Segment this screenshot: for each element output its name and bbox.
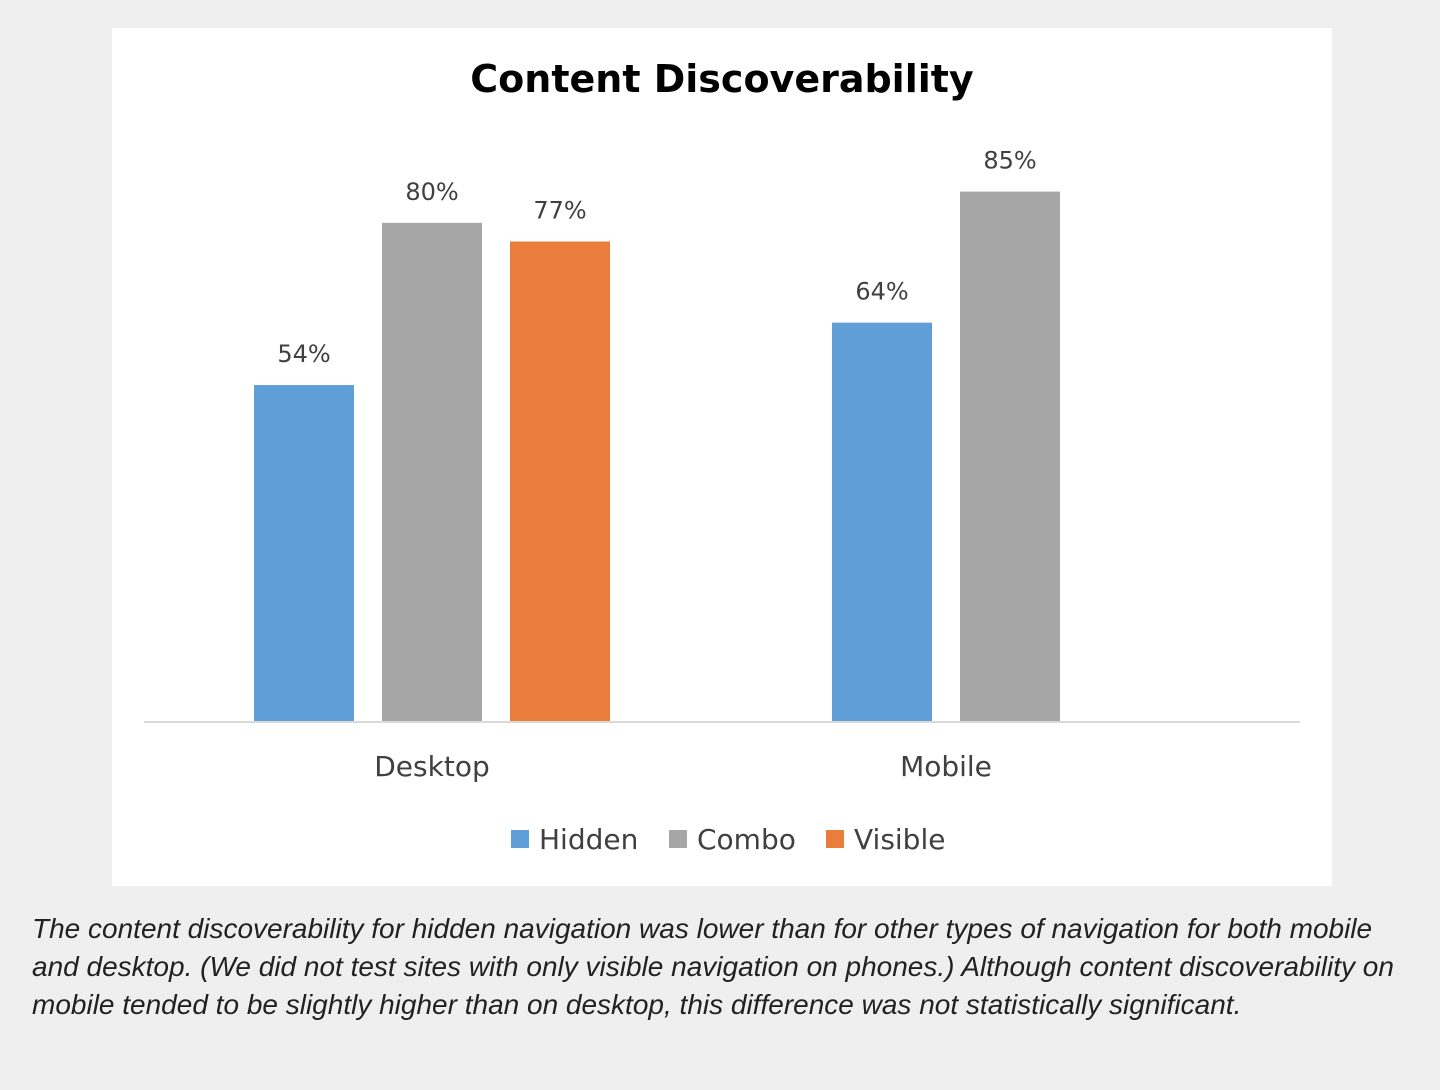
bar-hidden-desktop: [254, 385, 354, 722]
figure-caption: The content discoverability for hidden n…: [32, 913, 1394, 1020]
legend-label-combo: Combo: [697, 823, 796, 856]
legend: Hidden Combo Visible: [511, 823, 945, 856]
legend-swatch-combo: [669, 830, 687, 848]
legend-swatch-visible: [826, 830, 844, 848]
bar-hidden-mobile: [832, 322, 932, 722]
chart-title: Content Discoverability: [470, 57, 974, 101]
bars-group: [254, 191, 1060, 723]
category-label-mobile: Mobile: [900, 750, 992, 783]
bar-combo-mobile: [960, 191, 1060, 723]
data-label-combo-desktop: 80%: [405, 178, 458, 206]
data-labels-group: 54% 80% 77% 64% 85%: [277, 147, 1036, 368]
category-labels-group: Desktop Mobile: [374, 750, 992, 783]
data-label-hidden-mobile: 64%: [855, 278, 908, 306]
data-label-visible-desktop: 77%: [533, 197, 586, 225]
legend-swatch-hidden: [511, 830, 529, 848]
legend-label-visible: Visible: [854, 823, 945, 856]
data-label-combo-mobile: 85%: [983, 147, 1036, 175]
bar-combo-desktop: [382, 222, 482, 723]
legend-label-hidden: Hidden: [539, 823, 638, 856]
category-label-desktop: Desktop: [374, 750, 489, 783]
chart-card: Content Discoverability 54% 80% 77% 64% 85% …: [112, 28, 1332, 886]
data-label-hidden-desktop: 54%: [277, 340, 330, 368]
bar-chart: Content Discoverability 54%80%77%64%85% …: [144, 57, 1300, 856]
bar-visible-desktop: [510, 241, 610, 722]
